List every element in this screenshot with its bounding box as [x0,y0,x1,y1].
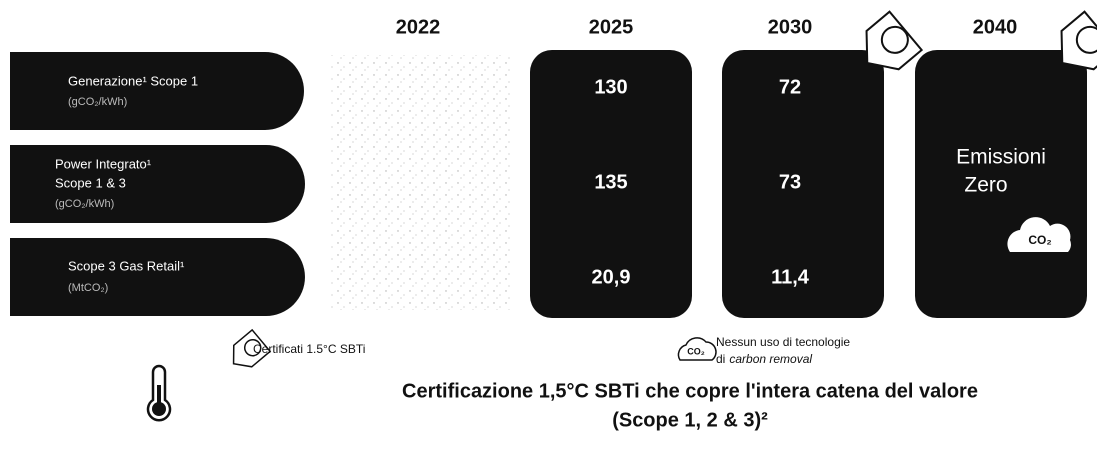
thermometer-icon [146,364,172,422]
row-unit: (gCO₂/kWh) [55,198,114,210]
legend-text: di carbon removal [716,352,812,366]
row-pill [10,52,304,130]
value: 72 [779,76,801,98]
row-unit: (MtCO₂) [68,282,108,294]
co2-cloud: CO₂ [1007,217,1071,252]
year: 2040 [973,16,1018,38]
year: 2030 [768,16,813,38]
value: 135 [594,171,627,193]
legend-cloud: CO₂ [677,337,717,361]
value: 73 [779,171,801,193]
legend-tag [232,328,272,368]
co2-label: CO₂ [687,346,705,356]
sbti-tag [1060,10,1097,71]
co2-label: CO₂ [1028,233,1051,247]
legend-text: carbon removal [729,352,812,366]
legend-text: di [716,352,725,366]
footer-text: Certificazione 1,5°C SBTi che copre l'in… [402,380,978,402]
row-pill [10,145,305,223]
row-label: Scope 1 & 3 [55,175,126,190]
row-unit: (gCO₂/kWh) [68,96,127,108]
value: 20,9 [592,266,631,288]
row-pill [10,238,305,316]
legend-text: Nessun uso di tecnologie [716,335,850,349]
year: 2022 [396,16,441,38]
footer-text: (Scope 1, 2 & 3)² [612,409,768,431]
target-text: Zero [964,174,1007,197]
value: 130 [594,76,627,98]
column-2030 [722,50,884,318]
value: 11,4 [771,266,810,288]
row-label: Scope 3 Gas Retail¹ [68,258,185,273]
row-label: Generazione¹ Scope 1 [68,73,198,88]
target-text: Emissioni [956,146,1046,169]
year: 2025 [589,16,634,38]
legend-text: Certificati 1.5°C SBTi [253,342,365,356]
column-2025 [530,50,692,318]
sbti-tag [865,10,924,71]
row-label: Power Integrato¹ [55,156,152,171]
blurred-column [330,55,510,310]
